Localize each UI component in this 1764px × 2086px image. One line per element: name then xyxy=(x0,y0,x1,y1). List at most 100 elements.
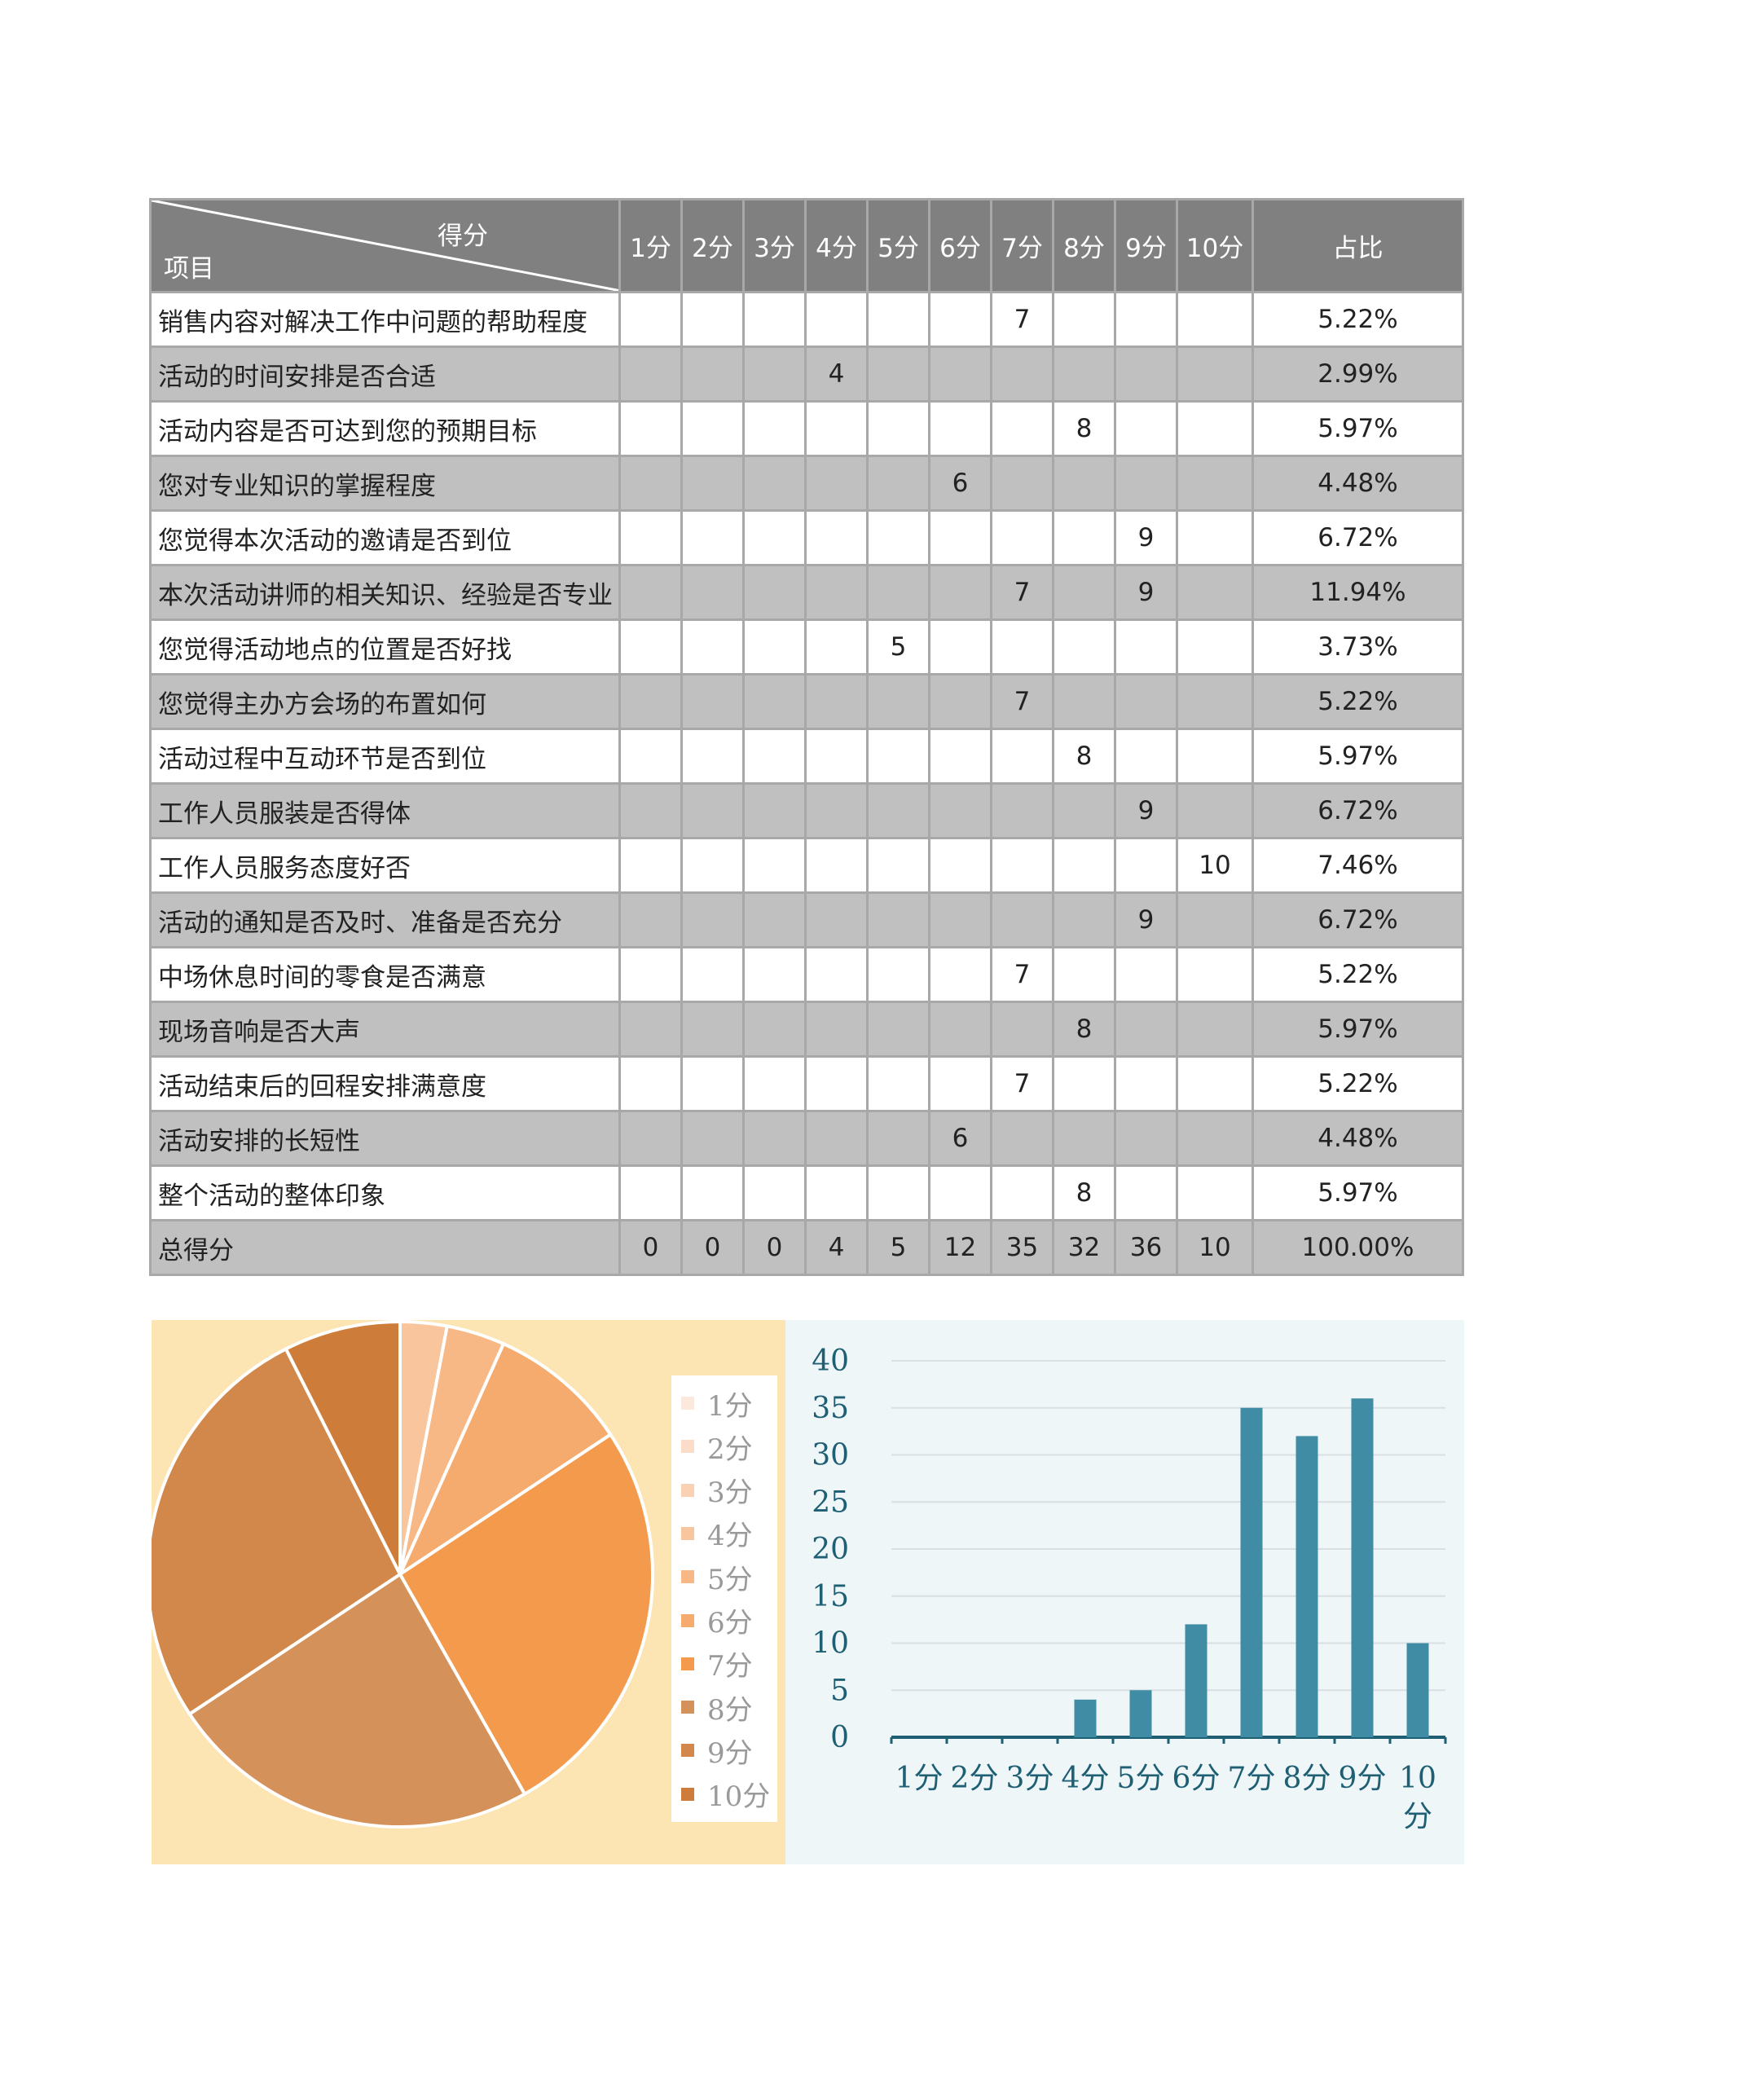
row-score-cell: 7 xyxy=(990,946,1054,1003)
bar-7分 xyxy=(1240,1407,1263,1737)
row-score-cell xyxy=(990,1164,1054,1221)
table-row: 您觉得主办方会场的布置如何 7 5.22% xyxy=(149,673,1464,730)
total-score-cell: 0 xyxy=(680,1219,745,1276)
row-score-cell xyxy=(680,1164,745,1221)
row-item-label: 您觉得活动地点的位置是否好找 xyxy=(149,618,621,676)
header-score-5: 5分 xyxy=(866,198,930,293)
row-score-cell xyxy=(1114,618,1178,676)
row-score-cell xyxy=(1176,618,1254,676)
row-score-cell: 9 xyxy=(1114,782,1178,839)
row-ratio-cell: 5.97% xyxy=(1252,1164,1464,1221)
row-score-cell xyxy=(866,455,930,512)
row-score-cell xyxy=(680,891,745,948)
legend-label: 8分 xyxy=(707,1693,753,1727)
y-tick-label: 5 xyxy=(830,1674,849,1707)
row-score-cell xyxy=(742,728,807,785)
row-score-cell xyxy=(804,564,869,621)
table-row: 中场休息时间的零食是否满意 7 5.22% xyxy=(149,946,1464,1003)
row-score-cell xyxy=(804,1110,869,1167)
row-score-cell xyxy=(928,1164,992,1221)
y-tick-label: 15 xyxy=(812,1580,849,1613)
legend-label: 7分 xyxy=(707,1650,753,1683)
row-score-cell: 8 xyxy=(1052,728,1116,785)
row-score-cell xyxy=(1176,1001,1254,1058)
header-diagonal-cell: 得分 项目 xyxy=(149,198,621,293)
row-score-cell xyxy=(1176,291,1254,348)
row-score-cell xyxy=(1176,946,1254,1003)
total-score-cell: 12 xyxy=(928,1219,992,1276)
header-score-6: 6分 xyxy=(928,198,992,293)
row-item-label: 本次活动讲师的相关知识、经验是否专业 xyxy=(149,564,621,621)
row-score-cell: 7 xyxy=(990,1055,1054,1112)
y-tick-label: 20 xyxy=(812,1533,849,1566)
header-score-4: 4分 xyxy=(804,198,869,293)
row-score-cell xyxy=(742,946,807,1003)
table-row: 现场音响是否大声 8 5.97% xyxy=(149,1001,1464,1058)
row-score-cell xyxy=(742,564,807,621)
row-score-cell: 6 xyxy=(928,455,992,512)
legend-label: 1分 xyxy=(707,1389,753,1423)
row-ratio-cell: 5.22% xyxy=(1252,946,1464,1003)
row-score-cell xyxy=(680,455,745,512)
bar-5分 xyxy=(1129,1690,1152,1737)
row-score-cell xyxy=(928,509,992,566)
legend-swatch xyxy=(681,1570,694,1584)
row-ratio-cell: 7.46% xyxy=(1252,837,1464,894)
row-score-cell xyxy=(618,618,683,676)
row-score-cell xyxy=(1052,291,1116,348)
row-score-cell xyxy=(1052,837,1116,894)
bar-9分 xyxy=(1351,1398,1374,1737)
x-tick-label: 2分 xyxy=(951,1762,999,1795)
row-ratio-cell: 4.48% xyxy=(1252,1110,1464,1167)
row-score-cell: 8 xyxy=(1052,1001,1116,1058)
row-score-cell xyxy=(804,291,869,348)
row-score-cell xyxy=(1176,891,1254,948)
row-score-cell xyxy=(742,837,807,894)
row-score-cell xyxy=(866,1001,930,1058)
total-score-cell: 35 xyxy=(990,1219,1054,1276)
row-score-cell xyxy=(866,1055,930,1112)
table-row: 销售内容对解决工作中问题的帮助程度 7 5.22% xyxy=(149,291,1464,348)
row-score-cell xyxy=(866,673,930,730)
row-score-cell xyxy=(742,455,807,512)
row-score-cell xyxy=(680,782,745,839)
row-score-cell xyxy=(1052,618,1116,676)
row-score-cell xyxy=(1176,1110,1254,1167)
row-item-label: 活动的通知是否及时、准备是否充分 xyxy=(149,891,621,948)
pie-chart-panel: 1分 2分 3分 4分 5分 6分 7分 8分 9分 10分 xyxy=(152,1320,785,1864)
row-score-cell xyxy=(618,1110,683,1167)
row-score-cell xyxy=(1114,946,1178,1003)
row-score-cell xyxy=(866,1164,930,1221)
row-score-cell xyxy=(866,728,930,785)
row-score-cell: 6 xyxy=(928,1110,992,1167)
row-score-cell xyxy=(804,1001,869,1058)
row-score-cell: 5 xyxy=(866,618,930,676)
row-ratio-cell: 5.97% xyxy=(1252,1001,1464,1058)
row-ratio-cell: 5.97% xyxy=(1252,728,1464,785)
pie-legend: 1分 2分 3分 4分 5分 6分 7分 8分 9分 10分 xyxy=(671,1375,777,1822)
row-score-cell xyxy=(866,509,930,566)
bar-4分 xyxy=(1074,1699,1097,1737)
table-row: 您觉得活动地点的位置是否好找 5 3.73% xyxy=(149,618,1464,676)
row-score-cell xyxy=(680,291,745,348)
row-score-cell xyxy=(618,1164,683,1221)
x-tick-label: 3分 xyxy=(1006,1762,1054,1795)
row-score-cell xyxy=(804,946,869,1003)
row-score-cell xyxy=(990,837,1054,894)
legend-swatch xyxy=(681,1613,694,1627)
row-score-cell xyxy=(990,728,1054,785)
x-tick-label: 5分 xyxy=(1117,1762,1165,1795)
table-row: 整个活动的整体印象 8 5.97% xyxy=(149,1164,1464,1221)
legend-label: 5分 xyxy=(707,1563,753,1596)
row-score-cell xyxy=(618,782,683,839)
row-ratio-cell: 6.72% xyxy=(1252,509,1464,566)
row-score-cell xyxy=(804,673,869,730)
row-score-cell xyxy=(804,509,869,566)
row-score-cell xyxy=(866,946,930,1003)
row-score-cell xyxy=(804,782,869,839)
table-row: 工作人员服务态度好否 10 7.46% xyxy=(149,837,1464,894)
row-score-cell xyxy=(618,291,683,348)
legend-swatch xyxy=(681,1483,694,1497)
row-ratio-cell: 6.72% xyxy=(1252,891,1464,948)
table-row: 活动过程中互动环节是否到位 8 5.97% xyxy=(149,728,1464,785)
